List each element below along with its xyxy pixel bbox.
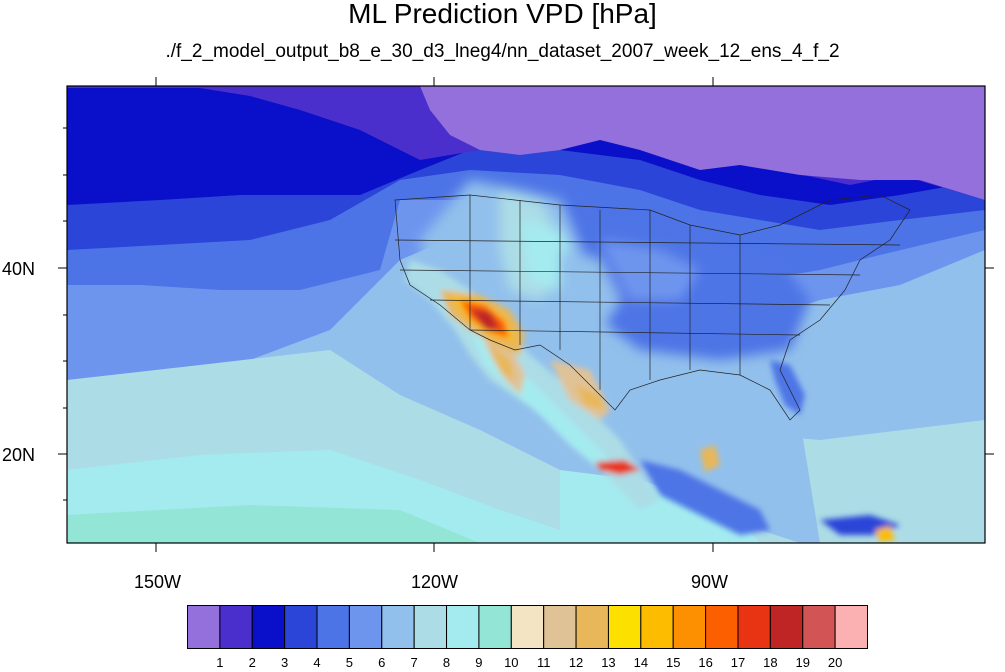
colorbar-swatch: [802, 605, 836, 649]
colorbar-swatch: [316, 605, 350, 649]
colorbar-tick-label: 10: [504, 655, 519, 670]
colorbar-tick-label: 8: [442, 655, 451, 670]
lon-label-120w: 120W: [411, 572, 459, 592]
colorbar-swatch: [640, 605, 674, 649]
lat-label-40n: 40N: [2, 259, 36, 279]
colorbar-swatch: [381, 605, 415, 649]
colorbar-swatch: [251, 605, 286, 649]
colorbar-swatch: [478, 605, 512, 649]
colorbar-tick-label: 7: [410, 655, 418, 670]
colorbar-swatch: [705, 605, 739, 649]
colorbar-tick-label: 12: [568, 655, 584, 670]
colorbar-swatch: [413, 605, 448, 649]
axis-ticks: [58, 77, 994, 552]
colorbar-tick-label: 15: [665, 655, 681, 670]
map-subtitle: ./f_2_model_output_b8_e_30_d3_lneg4/nn_d…: [165, 41, 840, 62]
colorbar-swatch: [284, 605, 318, 649]
colorbar-swatch: [348, 605, 383, 649]
colorbar-tick-label: 6: [378, 655, 386, 670]
colorbar-tick-label: 1: [216, 655, 224, 670]
vpd-map: [58, 77, 994, 552]
colorbar-tick-label: 11: [536, 655, 551, 670]
state-boundaries: [394, 194, 911, 421]
colorbar-swatch: [769, 605, 804, 649]
colorbar-swatch: [187, 605, 221, 649]
colorbar-swatch: [672, 605, 707, 649]
colorbar-tick-label: 17: [730, 655, 746, 670]
colorbar-swatch: [737, 605, 771, 649]
colorbar-swatch: [446, 605, 480, 649]
colorbar-tick-label: 2: [248, 655, 256, 670]
colorbar: [187, 605, 868, 649]
colorbar-tick-label: 20: [827, 655, 843, 670]
colorbar-tick-label: 3: [281, 655, 289, 670]
lon-label-90w: 90W: [691, 572, 729, 592]
colorbar-tick-label: 4: [313, 655, 321, 670]
colorbar-tick-label: 13: [601, 655, 616, 670]
colorbar-tick-label: 18: [763, 655, 778, 670]
map-title: ML Prediction VPD [hPa]: [348, 0, 657, 29]
colorbar-tick-label: 5: [345, 655, 353, 670]
colorbar-swatch: [834, 605, 868, 649]
colorbar-swatch: [607, 605, 642, 649]
vpd-field: [67, 86, 985, 543]
lon-label-150w: 150W: [134, 572, 182, 592]
colorbar-swatch: [575, 605, 609, 649]
colorbar-swatch: [219, 605, 253, 649]
colorbar-tick-label: 9: [475, 655, 483, 670]
colorbar-tick-label: 16: [698, 655, 713, 670]
colorbar-tick-label: 14: [633, 655, 649, 670]
lat-label-20n: 20N: [2, 445, 36, 465]
colorbar-swatch: [510, 605, 545, 649]
colorbar-swatch: [543, 605, 577, 649]
colorbar-tick-label: 19: [795, 655, 810, 670]
